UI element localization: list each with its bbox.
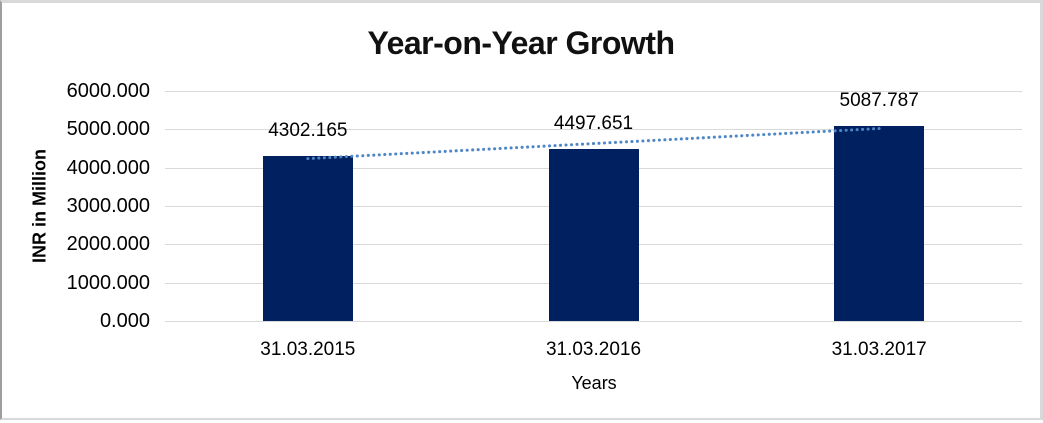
gridline — [165, 129, 1022, 131]
trendline — [306, 126, 881, 161]
y-tick-label: 3000.000 — [66, 195, 150, 217]
gridline — [165, 321, 1022, 322]
trendline-path — [306, 126, 881, 161]
x-tick-label: 31.03.2016 — [545, 339, 642, 360]
y-tick-label: 5000.000 — [66, 118, 150, 141]
x-axis-title: Years — [571, 373, 617, 393]
y-tick-label: 2000.000 — [66, 233, 150, 256]
bar-31.03.2015 — [262, 156, 353, 321]
y-tick-label: 0.000 — [99, 310, 150, 332]
gridline — [165, 91, 1022, 92]
y-tick-label: 6000.000 — [66, 80, 150, 102]
bar-31.03.2017 — [834, 125, 925, 321]
chart-title: Year-on-Year Growth — [367, 25, 675, 61]
bar-data-label: 4497.651 — [553, 112, 634, 134]
bar-data-label: 4302.165 — [268, 120, 348, 142]
x-tick-label: 31.03.2017 — [831, 339, 927, 360]
bar-data-label: 5087.787 — [839, 89, 919, 111]
y-tick-label: 4000.000 — [66, 156, 150, 179]
y-tick-label: 1000.000 — [66, 271, 150, 294]
x-tick-label: 31.03.2015 — [260, 339, 356, 360]
bar-31.03.2016 — [548, 148, 639, 321]
